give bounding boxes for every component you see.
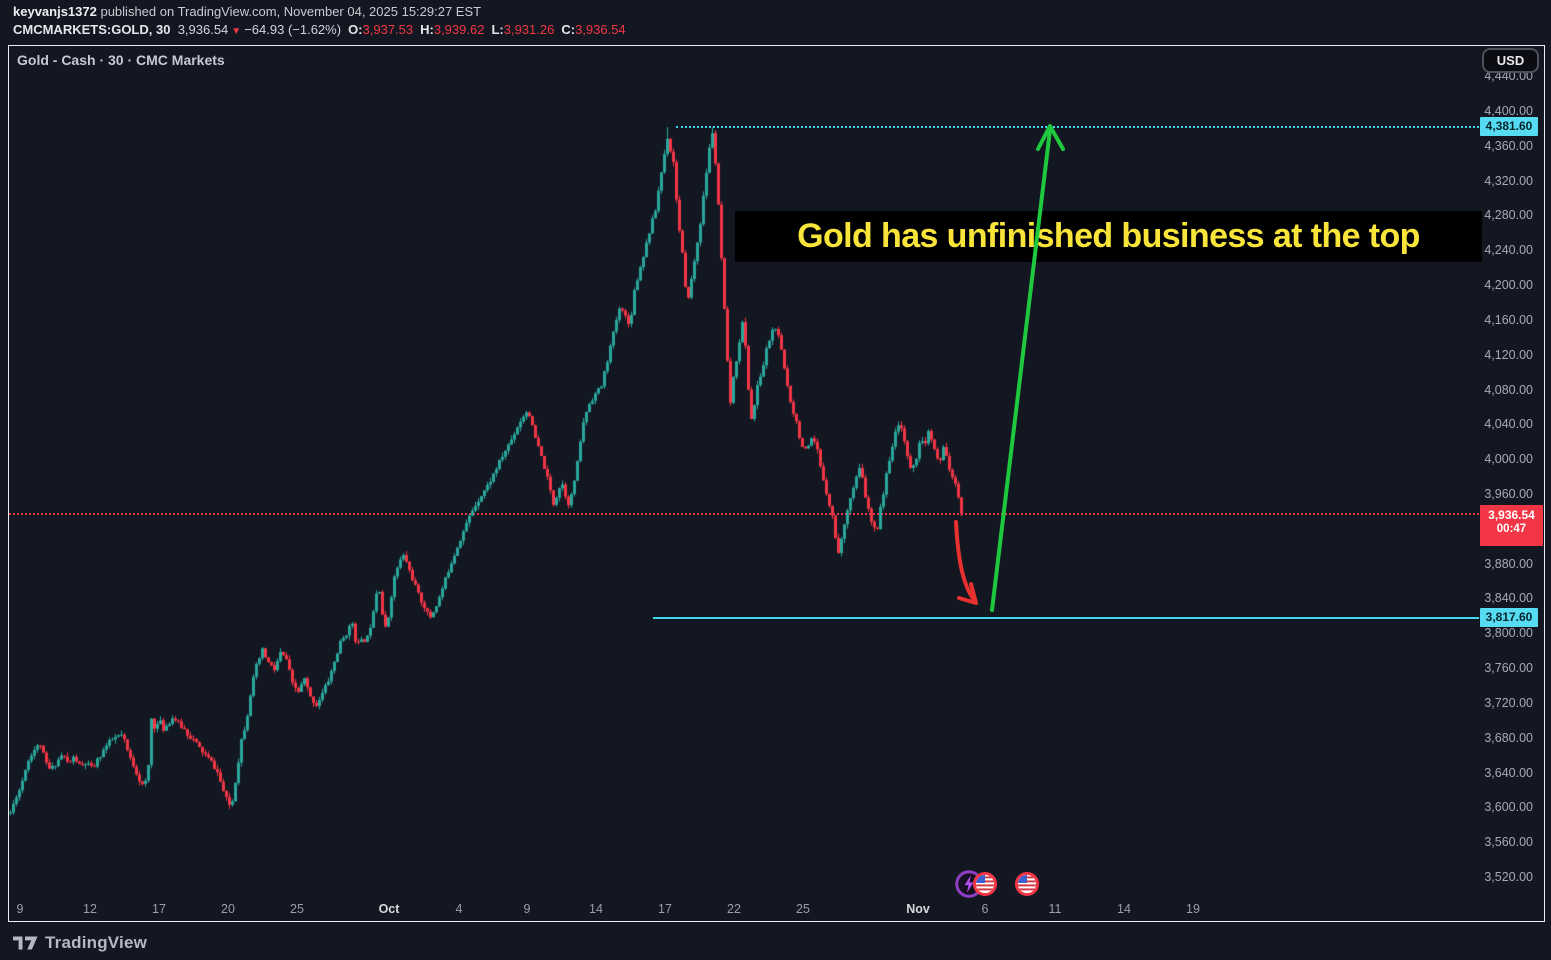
tradingview-logo-icon: [13, 934, 38, 952]
candlestick-pane[interactable]: [9, 46, 1479, 920]
time-tick-label: 14: [589, 902, 603, 916]
price-tick-label: 3,600.00: [1484, 800, 1533, 815]
time-tick-label: 9: [523, 902, 531, 916]
price-axis[interactable]: 4,440.00 4,400.00 4,360.00 4,320.00 4,280.00…: [1480, 46, 1546, 920]
time-tick-label: 11: [1048, 902, 1062, 916]
price-tick-label: 4,000.00: [1484, 452, 1533, 467]
close-label: C:: [561, 22, 576, 37]
open-label: O:: [348, 22, 363, 37]
last-price-price-label: 3,936.54 00:47: [1480, 505, 1543, 547]
down-triangle-icon: ▼: [231, 26, 242, 37]
time-tick-label: Nov: [906, 902, 930, 916]
low-value: 3,931.26: [503, 22, 555, 37]
price-tick-label: 4,080.00: [1484, 382, 1533, 397]
time-axis[interactable]: 9 12 17 20 25 Oct 4 9 14 17 22 25 Nov 6 11 14 19: [9, 896, 1479, 921]
chart-frame: [8, 45, 1545, 922]
us-flag-event-icon[interactable]: [1015, 872, 1039, 896]
price-tick-label: 3,960.00: [1484, 486, 1533, 501]
price-tick-label: 4,240.00: [1484, 243, 1533, 258]
tradingview-logo-text: TradingView: [45, 933, 148, 952]
price-change: −64.93 (−1.62%): [244, 22, 342, 37]
time-tick-label: 17: [658, 902, 672, 916]
last-price-axis-value: 3,936.54: [1488, 508, 1535, 523]
price-tick-label: 4,200.00: [1484, 278, 1533, 293]
price-tick-label: 3,840.00: [1484, 591, 1533, 606]
price-tick-label: 4,040.00: [1484, 417, 1533, 432]
time-tick-label: 22: [727, 902, 741, 916]
price-tick-label: 4,160.00: [1484, 312, 1533, 327]
price-tick-label: 4,400.00: [1484, 104, 1533, 118]
time-tick-label: 6: [981, 902, 989, 916]
time-tick-label: 12: [83, 902, 97, 916]
price-tick-label: 4,360.00: [1484, 138, 1533, 153]
price-tick-label: 3,880.00: [1484, 556, 1533, 571]
attribution-text: published on TradingView.com, November 0…: [96, 4, 482, 19]
symbol-info-bar: CMCMARKETS:GOLD, 30 3,936.54 ▼ −64.93 (−1.…: [13, 22, 626, 37]
price-tick-label: 3,560.00: [1484, 835, 1533, 850]
attribution-line: keyvanjs1372 published on TradingView.co…: [13, 4, 481, 19]
symbol-name: CMCMARKETS:GOLD, 30: [13, 22, 171, 37]
banner-text: Gold has unfinished business at the top: [797, 217, 1420, 255]
price-tick-label: 3,800.00: [1484, 626, 1533, 641]
time-tick-label: 25: [796, 902, 810, 916]
time-tick-label: 14: [1117, 902, 1131, 916]
tradingview-logo[interactable]: TradingView: [13, 933, 147, 953]
price-tick-label: 3,680.00: [1484, 730, 1533, 745]
close-value: 3,936.54: [575, 22, 626, 37]
price-tick-label: 4,280.00: [1484, 208, 1533, 223]
low-label: L:: [491, 22, 504, 37]
author-username: keyvanjs1372: [13, 4, 97, 19]
time-tick-label: 19: [1186, 902, 1200, 916]
time-tick-label: 9: [16, 902, 24, 916]
time-tick-label: 20: [221, 902, 235, 916]
time-tick-label: 17: [152, 902, 166, 916]
us-flag-event-icon[interactable]: [973, 872, 997, 896]
price-tick-label: 3,640.00: [1484, 765, 1533, 780]
price-tick-label: 4,320.00: [1484, 173, 1533, 188]
price-tick-label: 3,760.00: [1484, 661, 1533, 676]
price-tick-label: 4,120.00: [1484, 347, 1533, 362]
time-tick-label: 4: [455, 902, 463, 916]
time-tick-label: Oct: [378, 902, 400, 916]
price-tick-label: 3,720.00: [1484, 695, 1533, 710]
time-tick-label: 25: [290, 902, 304, 916]
price-tick-label: 3,520.00: [1484, 869, 1533, 884]
support-price-label: 3,817.60: [1480, 607, 1538, 627]
high-label: H:: [420, 22, 434, 37]
high-value: 3,939.62: [433, 22, 485, 37]
last-price-value: 3,936.54: [177, 22, 229, 37]
annotation-banner[interactable]: Gold has unfinished business at the top: [735, 211, 1482, 262]
resistance-price-label: 4,381.60: [1480, 117, 1538, 137]
currency-button[interactable]: USD: [1482, 48, 1539, 73]
bar-countdown: 00:47: [1496, 523, 1527, 536]
open-value: 3,937.53: [362, 22, 414, 37]
